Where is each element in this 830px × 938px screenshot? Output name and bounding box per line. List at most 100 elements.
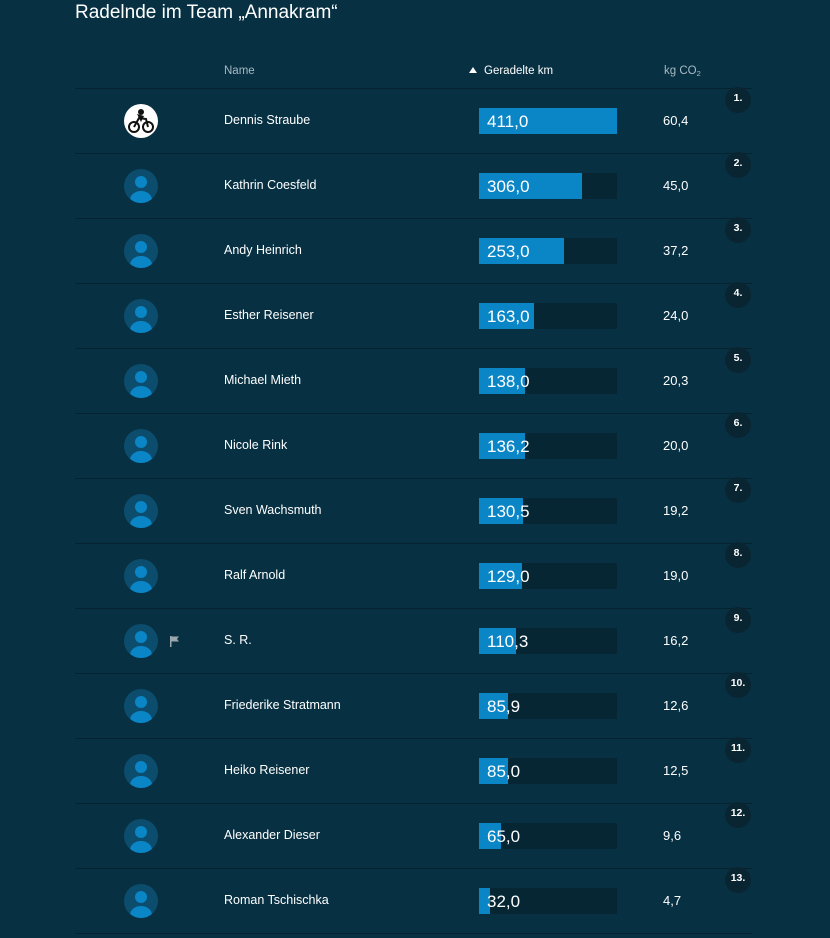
table-row[interactable]: Andy Heinrich 253,0 37,2 3. [75, 217, 752, 284]
rank-badge: 3. [725, 217, 751, 243]
km-value: 306,0 [487, 177, 530, 196]
sort-ascending-icon [469, 67, 477, 73]
participant-name: S. R. [224, 633, 252, 647]
rank-badge: 4. [725, 282, 751, 308]
user-avatar-icon [124, 169, 158, 203]
user-avatar-icon [124, 364, 158, 398]
column-header-co2[interactable]: kg CO2 [664, 65, 701, 78]
km-value: 85,9 [487, 697, 521, 716]
km-value: 32,0 [487, 892, 521, 911]
user-avatar-icon [124, 494, 158, 528]
table-row[interactable]: Michael Mieth 138,0 20,3 5. [75, 347, 752, 414]
km-bar-track: 85,9 [479, 693, 617, 719]
co2-value: 19,2 [663, 503, 689, 518]
km-bar-fill [479, 433, 525, 459]
co2-value: 60,4 [663, 113, 689, 128]
rank-badge: 10. [725, 672, 751, 698]
table-header: Name Geradelte km kg CO2 [75, 58, 752, 89]
participant-name: Michael Mieth [224, 373, 302, 387]
co2-value: 45,0 [663, 178, 689, 193]
km-bar-track: 85,0 [479, 758, 617, 784]
column-header-name[interactable]: Name [224, 65, 255, 77]
user-avatar-icon [124, 299, 158, 333]
km-value: 163,0 [487, 307, 530, 326]
km-bar-fill [479, 498, 523, 524]
table-row[interactable]: Sven Wachsmuth 130,5 19,2 7. [75, 477, 752, 544]
user-avatar-icon [124, 689, 158, 723]
km-value: 253,0 [487, 242, 530, 261]
participant-name: Kathrin Coesfeld [224, 178, 317, 192]
km-bar-fill [479, 563, 522, 589]
km-bar-track: 110,3 [479, 628, 617, 654]
rank-badge: 13. [725, 867, 751, 893]
cyclist-avatar [124, 104, 158, 138]
rank-badge: 5. [725, 347, 751, 373]
ranking-table: Name Geradelte km kg CO2 Dennis Straube 4… [75, 58, 752, 934]
participant-name: Sven Wachsmuth [224, 503, 322, 517]
column-header-km[interactable]: Geradelte km [469, 65, 553, 77]
km-bar-track: 65,0 [479, 823, 617, 849]
table-row[interactable]: Esther Reisener 163,0 24,0 4. [75, 282, 752, 349]
user-avatar-icon [124, 624, 158, 658]
km-bar-track: 136,2 [479, 433, 617, 459]
co2-value: 20,3 [663, 373, 689, 388]
km-bar-track: 130,5 [479, 498, 617, 524]
user-avatar-icon [124, 429, 158, 463]
km-bar-fill [479, 238, 564, 264]
rank-badge: 7. [725, 477, 751, 503]
co2-value: 37,2 [663, 243, 689, 258]
co2-value: 19,0 [663, 568, 689, 583]
table-row[interactable]: Kathrin Coesfeld 306,0 45,0 2. [75, 152, 752, 219]
table-row[interactable]: Heiko Reisener 85,0 12,5 11. [75, 737, 752, 804]
co2-value: 12,5 [663, 763, 689, 778]
table-row[interactable]: Dennis Straube 411,0 60,4 1. [75, 87, 752, 154]
co2-value: 4,7 [663, 893, 682, 908]
rank-badge: 11. [725, 737, 751, 763]
user-avatar-icon [124, 819, 158, 853]
km-bar-track: 253,0 [479, 238, 617, 264]
table-row[interactable]: Roman Tschischka 32,0 4,7 13. [75, 867, 752, 934]
table-row[interactable]: Ralf Arnold 129,0 19,0 8. [75, 542, 752, 609]
km-bar-fill [479, 173, 582, 199]
km-bar-track: 138,0 [479, 368, 617, 394]
user-avatar-icon [124, 234, 158, 268]
co2-value: 16,2 [663, 633, 689, 648]
participant-name: Esther Reisener [224, 308, 314, 322]
table-row[interactable]: Friederike Stratmann 85,9 12,6 10. [75, 672, 752, 739]
user-avatar-icon [124, 884, 158, 918]
km-bar-track: 32,0 [479, 888, 617, 914]
rank-badge: 9. [725, 607, 751, 633]
km-bar-fill [479, 693, 508, 719]
participant-name: Andy Heinrich [224, 243, 302, 257]
km-bar-fill [479, 823, 501, 849]
km-value: 130,5 [487, 502, 530, 521]
km-value: 138,0 [487, 372, 530, 391]
km-value: 85,0 [487, 762, 521, 781]
column-header-km-label: Geradelte km [484, 65, 554, 77]
table-row[interactable]: S. R. 110,3 16,2 9. [75, 607, 752, 674]
participant-name: Roman Tschischka [224, 893, 329, 907]
rank-badge: 12. [725, 802, 751, 828]
participant-name: Ralf Arnold [224, 568, 286, 582]
km-bar-track: 163,0 [479, 303, 617, 329]
km-value: 129,0 [487, 567, 530, 586]
km-bar-fill [479, 888, 490, 914]
table-row[interactable]: Alexander Dieser 65,0 9,6 12. [75, 802, 752, 869]
page-title: Radelnde im Team „Annakram“ [75, 2, 338, 23]
km-bar-track: 411,0 [479, 108, 617, 134]
rank-badge: 2. [725, 152, 751, 178]
user-avatar-icon [124, 559, 158, 593]
participant-name: Heiko Reisener [224, 763, 310, 777]
km-bar-fill [479, 303, 534, 329]
participant-name: Nicole Rink [224, 438, 288, 452]
participant-name: Friederike Stratmann [224, 698, 341, 712]
user-avatar-icon [124, 754, 158, 788]
km-bar-fill [479, 368, 525, 394]
km-bar-track: 306,0 [479, 173, 617, 199]
co2-value: 9,6 [663, 828, 682, 843]
km-value: 411,0 [487, 112, 529, 131]
table-row[interactable]: Nicole Rink 136,2 20,0 6. [75, 412, 752, 479]
km-bar-fill [479, 758, 508, 784]
rank-badge: 6. [725, 412, 751, 438]
co2-value: 24,0 [663, 308, 689, 323]
